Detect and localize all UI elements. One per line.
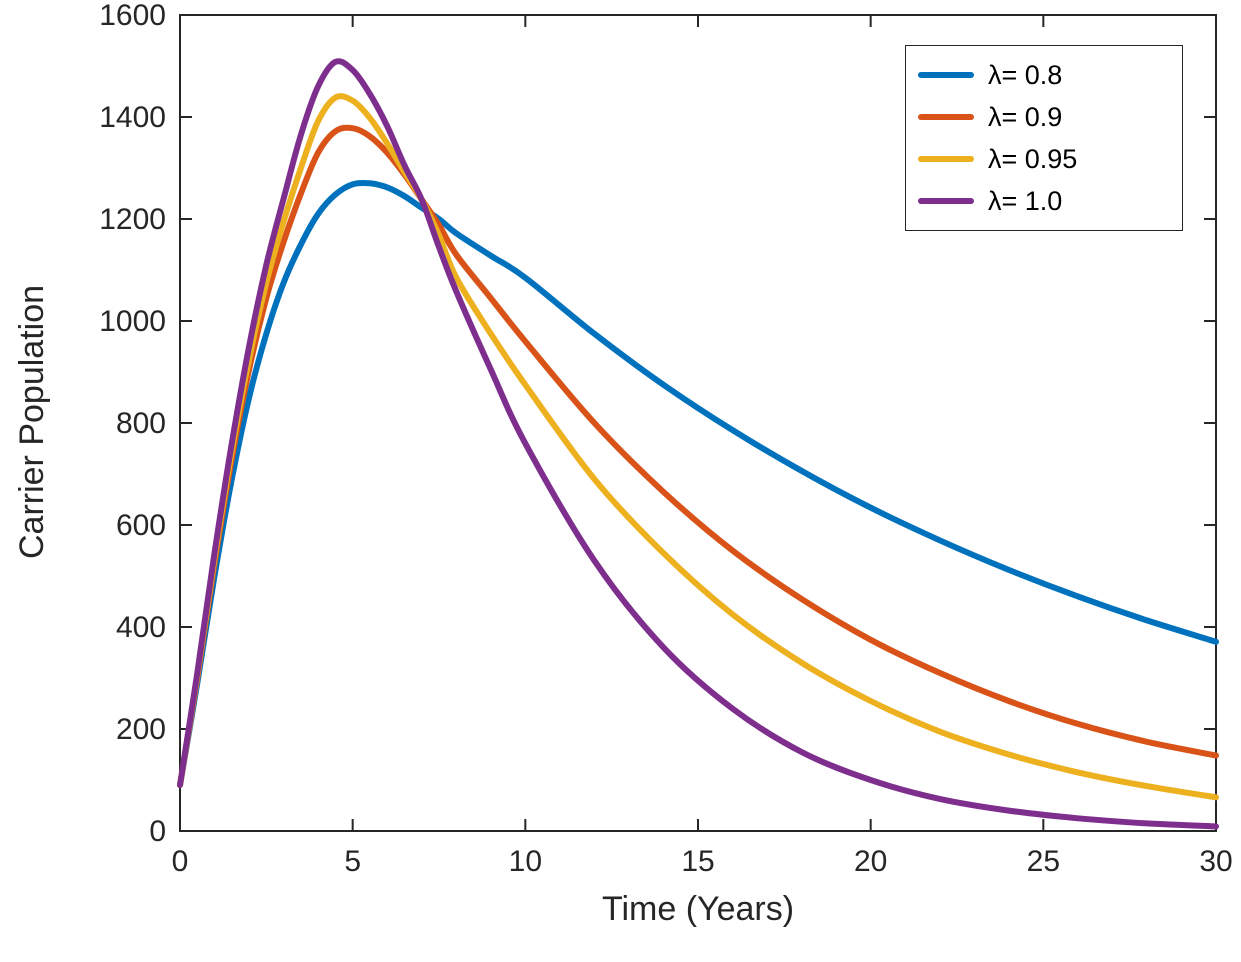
x-tick-label: 0 xyxy=(172,845,189,878)
y-tick-label: 400 xyxy=(116,611,166,644)
y-tick-label: 200 xyxy=(116,713,166,746)
legend-item: λ= 0.95 xyxy=(906,138,1182,180)
legend-line-swatch xyxy=(918,72,974,78)
y-tick-label: 1400 xyxy=(99,101,166,134)
legend-label: λ= 1.0 xyxy=(988,185,1063,216)
legend-line-swatch xyxy=(918,156,974,162)
legend-item: λ= 0.9 xyxy=(906,96,1182,138)
legend-item: λ= 0.8 xyxy=(906,54,1182,96)
x-tick-label: 15 xyxy=(681,845,714,878)
legend: λ= 0.8 λ= 0.9 λ= 0.95 λ= 1.0 xyxy=(905,45,1183,231)
legend-label: λ= 0.95 xyxy=(988,143,1078,174)
x-tick-label: 25 xyxy=(1027,845,1060,878)
y-tick-label: 1200 xyxy=(99,203,166,236)
y-tick-label: 1600 xyxy=(99,0,166,32)
legend-item: λ= 1.0 xyxy=(906,180,1182,222)
legend-label: λ= 0.8 xyxy=(988,59,1063,90)
y-tick-label: 800 xyxy=(116,407,166,440)
legend-line-swatch xyxy=(918,198,974,204)
series-line-3 xyxy=(177,58,1219,830)
y-tick-label: 0 xyxy=(149,815,166,848)
x-tick-label: 10 xyxy=(509,845,542,878)
y-tick-label: 1000 xyxy=(99,305,166,338)
x-axis-label: Time (Years) xyxy=(601,890,795,928)
legend-label: λ= 0.9 xyxy=(988,101,1063,132)
x-tick-label: 20 xyxy=(854,845,887,878)
y-tick-label: 600 xyxy=(116,509,166,542)
x-tick-label: 5 xyxy=(344,845,361,878)
y-axis-label: Carrier Population xyxy=(13,284,51,560)
legend-line-swatch xyxy=(918,114,974,120)
x-tick-label: 30 xyxy=(1199,845,1232,878)
series-line-0 xyxy=(177,179,1219,789)
